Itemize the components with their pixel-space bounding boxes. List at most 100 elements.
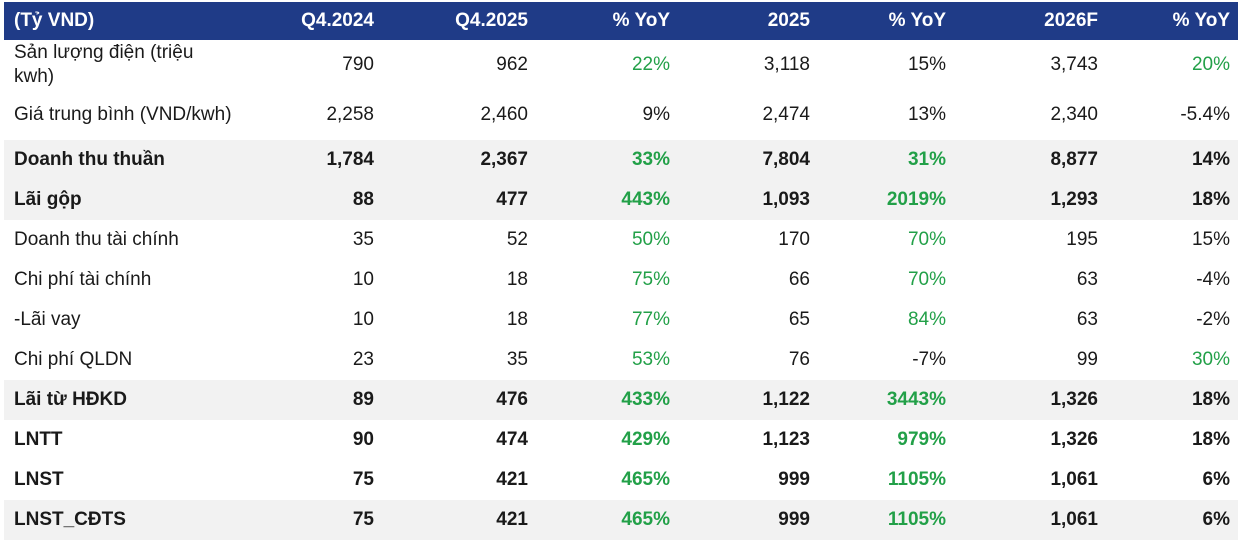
cell-2025: 76 (788, 349, 810, 370)
header-q4-2025: Q4.2025 (382, 2, 536, 40)
row-label: Chi phí tài chính (14, 269, 152, 290)
cell-yoy-q4: 77% (631, 309, 670, 330)
cell-q4-2025: 421 (496, 469, 528, 490)
row-label: Lãi từ HĐKD (4, 380, 240, 420)
cell-q4-2025: 474 (496, 429, 528, 450)
table-row: LNST_CĐTS 75 421 465% 999 1105% 1,061 6% (4, 500, 1238, 540)
cell-2025: 66 (788, 269, 810, 290)
cell-2026f: 63 (1076, 309, 1098, 330)
cell-yoy-q4: 50% (631, 229, 670, 250)
cell-yoy-q4: 465% (621, 469, 670, 490)
cell-q4-2024: 89 (240, 380, 382, 420)
cell-2026f: 3,743 (1050, 54, 1098, 75)
financial-results-table: (Tỷ VND) Q4.2024 Q4.2025 % YoY 2025 % Yo… (4, 2, 1238, 540)
table-row: Lãi từ HĐKD 89 476 433% 1,122 3443% 1,326 18% (4, 380, 1238, 420)
cell-q4-2025: 962 (496, 54, 528, 75)
cell-2025: 1,122 (678, 380, 818, 420)
cell-2026f: 99 (1076, 349, 1098, 370)
cell-2026f: 195 (1066, 229, 1098, 250)
cell-yoy-2025: 2019% (818, 180, 954, 220)
cell-q4-2024: 75 (240, 500, 382, 540)
cell-2026f: 63 (1076, 269, 1098, 290)
row-label: Sản lượng điện (triệu kwh) (14, 42, 194, 87)
row-label: Doanh thu tài chính (14, 229, 179, 250)
cell-yoy-2025: 70% (907, 229, 946, 250)
cell-q4-2025: 477 (382, 180, 536, 220)
cell-yoy-q4: 433% (536, 380, 678, 420)
cell-yoy-2026f: 6% (1106, 500, 1238, 540)
row-label: Chi phí QLDN (14, 349, 133, 370)
table-row: Lãi gộp 88 477 443% 1,093 2019% 1,293 18% (4, 180, 1238, 220)
table-row: LNST 75 421 465% 999 1105% 1,061 6% (4, 460, 1238, 500)
cell-q4-2025: 18 (506, 309, 528, 330)
cell-q4-2024: 10 (352, 309, 374, 330)
cell-yoy-2025: 3443% (818, 380, 954, 420)
table-row: Doanh thu thuần 1,784 2,367 33% 7,804 31% 8,87… (4, 140, 1238, 180)
cell-yoy-2026f: 18% (1106, 180, 1238, 220)
cell-q4-2025: 2,367 (382, 140, 536, 180)
header-yoy-2025: % YoY (818, 2, 954, 40)
header-2026f: 2026F (954, 2, 1106, 40)
cell-yoy-2025: 84% (907, 309, 946, 330)
cell-yoy-2025: 979% (897, 429, 946, 450)
cell-q4-2025: 35 (506, 349, 528, 370)
cell-yoy-2025: 13% (907, 104, 946, 125)
cell-2026f: 1,293 (954, 180, 1106, 220)
cell-yoy-2026f: -5.4% (1180, 104, 1230, 125)
row-label: LNST (14, 469, 64, 490)
table-row: Sản lượng điện (triệu kwh) 790 962 22% 3,118… (4, 40, 1238, 90)
cell-2026f: 8,877 (954, 140, 1106, 180)
cell-yoy-2026f: -2% (1196, 309, 1230, 330)
row-label: Lãi gộp (4, 180, 240, 220)
cell-q4-2025: 421 (382, 500, 536, 540)
table-row: Doanh thu tài chính 35 52 50% 170 70% 195 15% (4, 220, 1238, 260)
row-label: -Lãi vay (14, 309, 81, 330)
cell-yoy-2026f: 30% (1191, 349, 1230, 370)
cell-yoy-q4: 22% (631, 54, 670, 75)
row-label: Giá trung bình (VND/kwh) (14, 104, 232, 125)
header-yoy-2026f: % YoY (1106, 2, 1238, 40)
cell-2025: 1,093 (678, 180, 818, 220)
cell-2025: 999 (778, 469, 810, 490)
header-unit-label: (Tỷ VND) (4, 2, 240, 40)
cell-yoy-2025: 31% (818, 140, 954, 180)
cell-yoy-2025: 70% (907, 269, 946, 290)
cell-2025: 65 (788, 309, 810, 330)
cell-yoy-q4: 33% (536, 140, 678, 180)
cell-2026f: 1,326 (954, 380, 1106, 420)
cell-yoy-2026f: -4% (1196, 269, 1230, 290)
cell-yoy-q4: 429% (621, 429, 670, 450)
table-header: (Tỷ VND) Q4.2024 Q4.2025 % YoY 2025 % Yo… (4, 2, 1238, 40)
cell-yoy-q4: 443% (536, 180, 678, 220)
cell-q4-2024: 1,784 (240, 140, 382, 180)
header-q4-2024: Q4.2024 (240, 2, 382, 40)
header-row: (Tỷ VND) Q4.2024 Q4.2025 % YoY 2025 % Yo… (4, 2, 1238, 40)
cell-yoy-q4: 53% (631, 349, 670, 370)
header-2025: 2025 (678, 2, 818, 40)
cell-q4-2025: 18 (506, 269, 528, 290)
cell-yoy-2025: 1105% (887, 469, 946, 490)
cell-q4-2024: 35 (352, 229, 374, 250)
cell-q4-2025: 2,460 (480, 104, 528, 125)
row-label: LNST_CĐTS (4, 500, 240, 540)
cell-2025: 999 (678, 500, 818, 540)
cell-yoy-2026f: 20% (1191, 54, 1230, 75)
table-row: Chi phí QLDN 23 35 53% 76 -7% 99 30% (4, 340, 1238, 380)
cell-2025: 170 (778, 229, 810, 250)
cell-2025: 7,804 (678, 140, 818, 180)
cell-yoy-2026f: 18% (1191, 429, 1230, 450)
cell-q4-2024: 23 (352, 349, 374, 370)
cell-yoy-2026f: 6% (1202, 469, 1230, 490)
cell-2025: 2,474 (762, 104, 810, 125)
cell-2025: 1,123 (762, 429, 810, 450)
cell-yoy-2026f: 14% (1106, 140, 1238, 180)
table-row: LNTT 90 474 429% 1,123 979% 1,326 18% (4, 420, 1238, 460)
cell-2025: 3,118 (763, 54, 810, 75)
cell-q4-2024: 75 (352, 469, 374, 490)
cell-yoy-q4: 465% (536, 500, 678, 540)
cell-yoy-2026f: 15% (1191, 229, 1230, 250)
cell-2026f: 1,061 (1050, 469, 1098, 490)
header-yoy-q4: % YoY (536, 2, 678, 40)
cell-q4-2025: 52 (506, 229, 528, 250)
cell-q4-2025: 476 (382, 380, 536, 420)
